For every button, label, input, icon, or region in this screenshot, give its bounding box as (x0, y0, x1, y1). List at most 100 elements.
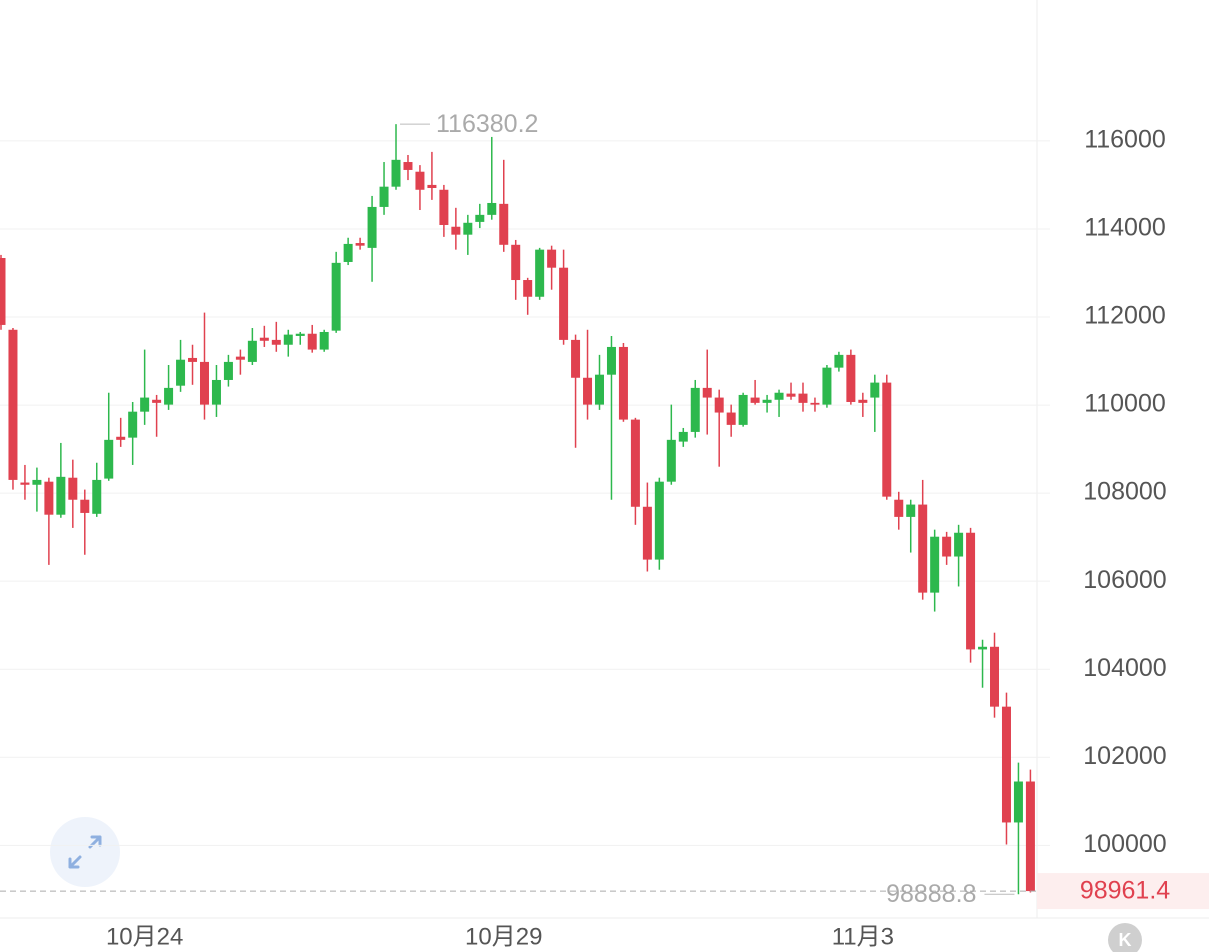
candle-body (547, 249, 557, 268)
candles (0, 124, 1035, 895)
candle-body (92, 479, 102, 514)
candle-body (164, 387, 174, 405)
candle-body (128, 411, 138, 438)
candle-body (68, 477, 78, 500)
x-tick-label: 11月3 (832, 923, 894, 950)
candle-body (451, 226, 461, 235)
candle-body (678, 431, 688, 442)
candle-body (798, 393, 808, 403)
candle-body (319, 331, 329, 350)
candle-body (80, 499, 90, 513)
candle-body (343, 243, 353, 262)
last-price-label: 98961.4 (1080, 877, 1170, 905)
candle-body (20, 482, 30, 485)
candle-body (762, 399, 772, 403)
candle-body (726, 412, 736, 425)
candle-body (271, 339, 281, 345)
candle-body (32, 479, 42, 485)
candle-body (606, 346, 616, 375)
candle-body (355, 243, 365, 246)
candle-body (942, 536, 952, 557)
candle-body (439, 189, 449, 225)
badge-circle (1108, 923, 1142, 952)
expand-icon (68, 835, 102, 869)
candle-body (487, 202, 497, 215)
candle-body (391, 159, 401, 187)
candle-body (104, 439, 114, 479)
candle-body (666, 439, 676, 482)
candle-body (499, 203, 509, 245)
candle-body (774, 392, 784, 400)
candle-body (235, 356, 245, 360)
logo-badge: K (1108, 923, 1142, 952)
candle-body (690, 387, 700, 432)
candle-body (427, 184, 437, 189)
candle-body (331, 262, 341, 331)
y-tick-label: 116000 (1084, 126, 1166, 154)
candle-body (810, 402, 820, 405)
candle-body (738, 394, 748, 425)
candle-body (1013, 781, 1023, 823)
candle-body (523, 280, 533, 297)
candle-body (834, 354, 844, 368)
candle-body (403, 162, 413, 170)
candle-body (295, 333, 305, 336)
expand-button[interactable] (50, 817, 120, 887)
candle-body (618, 346, 628, 420)
candle-body (56, 476, 66, 515)
candle-body (642, 506, 652, 560)
candle-body (140, 397, 150, 412)
y-tick-label: 110000 (1084, 390, 1166, 418)
candle-body (188, 357, 198, 362)
candle-body (978, 646, 988, 650)
candle-body (702, 387, 712, 398)
candle-body (882, 382, 892, 497)
y-tick-label: 108000 (1083, 478, 1166, 506)
candle-body (0, 258, 6, 325)
candle-body (475, 214, 485, 222)
candle-body (176, 359, 186, 386)
candle-body (211, 379, 221, 405)
candle-body (595, 374, 604, 405)
candle-body (199, 361, 209, 405)
y-tick-label: 100000 (1083, 830, 1166, 858)
candle-body (966, 532, 976, 650)
candle-body (44, 481, 54, 515)
candle-body (223, 361, 233, 380)
y-tick-label: 114000 (1084, 214, 1166, 242)
candle-body (463, 222, 473, 235)
candle-body (367, 206, 377, 248)
candle-body (259, 337, 269, 341)
candle-body (846, 354, 856, 402)
candle-body (750, 397, 760, 403)
expand-circle[interactable] (50, 817, 120, 887)
candle-body (8, 329, 18, 480)
candle-body (283, 334, 293, 345)
candle-body (307, 333, 317, 350)
candle-body (894, 499, 904, 517)
candle-body (906, 504, 916, 517)
candle-body (247, 340, 257, 362)
candle-body (786, 393, 796, 397)
y-tick-label: 102000 (1083, 742, 1166, 770)
candle-body (152, 399, 162, 403)
candle-body (930, 536, 940, 593)
candle-body (918, 504, 928, 593)
x-tick-label: 10月24 (106, 923, 183, 950)
candle-body (571, 339, 581, 378)
y-tick-label: 104000 (1083, 654, 1166, 682)
candle-body (1025, 781, 1035, 892)
candle-body (1001, 706, 1011, 823)
candle-body (415, 171, 425, 190)
candle-body (116, 436, 126, 440)
candle-body (858, 399, 868, 403)
candle-body (559, 267, 569, 340)
candle-body (714, 397, 724, 413)
last-price-box (1037, 873, 1209, 910)
candle-body (990, 646, 1000, 707)
candle-body (535, 249, 545, 297)
candle-body (511, 244, 521, 281)
candle-body (583, 377, 593, 405)
candle-body (954, 532, 964, 557)
